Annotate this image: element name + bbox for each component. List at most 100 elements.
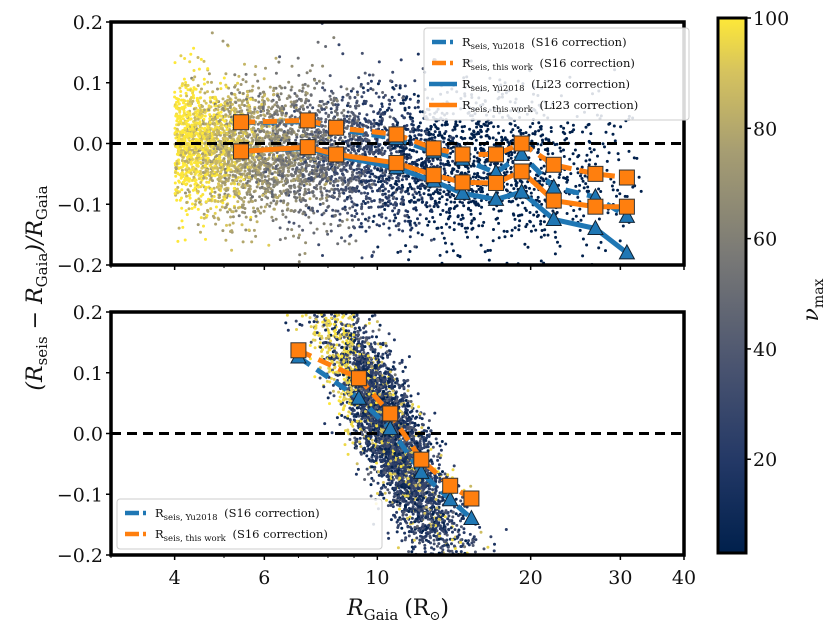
scatter-point	[369, 169, 373, 173]
scatter-point	[297, 73, 301, 77]
scatter-point	[291, 157, 295, 161]
scatter-point	[416, 105, 420, 109]
scatter-point	[516, 126, 520, 130]
scatter-point	[230, 229, 234, 233]
scatter-point	[343, 199, 347, 203]
scatter-point	[258, 106, 262, 110]
scatter-point	[300, 166, 304, 169]
scatter-point	[405, 153, 409, 157]
scatter-point	[474, 200, 478, 204]
scatter-point	[351, 173, 355, 177]
scatter-point	[587, 139, 591, 143]
scatter-point	[290, 153, 293, 157]
scatter-point	[319, 185, 323, 189]
scatter-point	[272, 89, 275, 93]
scatter-point	[441, 209, 445, 212]
scatter-point	[185, 115, 189, 119]
scatter-point	[547, 138, 551, 142]
scatter-point	[240, 139, 244, 143]
scatter-point	[375, 139, 379, 143]
scatter-point	[217, 196, 221, 199]
scatter-point	[344, 146, 348, 150]
scatter-point	[380, 212, 384, 216]
scatter-point	[317, 243, 321, 247]
scatter-point	[394, 182, 398, 186]
scatter-point	[293, 161, 297, 165]
scatter-point	[243, 169, 247, 173]
scatter-point	[278, 109, 282, 113]
scatter-point	[280, 180, 283, 184]
scatter-point	[412, 92, 416, 96]
scatter-point	[213, 199, 217, 203]
scatter-point	[272, 93, 276, 97]
scatter-point	[627, 149, 631, 153]
scatter-point	[268, 131, 272, 135]
scatter-point	[360, 51, 364, 55]
scatter-point	[586, 185, 590, 189]
scatter-point	[199, 194, 203, 198]
scatter-point	[576, 167, 579, 171]
scatter-point	[315, 131, 319, 134]
scatter-point	[240, 185, 244, 189]
scatter-point	[236, 200, 240, 204]
scatter-point	[284, 159, 288, 163]
scatter-point	[262, 209, 266, 213]
scatter-point	[216, 200, 220, 203]
scatter-point	[549, 126, 553, 130]
scatter-point	[360, 95, 364, 99]
scatter-point	[392, 98, 396, 102]
scatter-point	[428, 204, 432, 208]
scatter-point	[236, 139, 240, 143]
scatter-point	[296, 56, 300, 60]
scatter-point	[318, 180, 322, 184]
scatter-point	[202, 224, 205, 228]
scatter-point	[340, 236, 343, 240]
scatter-point	[618, 239, 622, 243]
scatter-point	[256, 110, 260, 114]
scatter-point	[481, 190, 484, 194]
scatter-point	[209, 170, 213, 174]
scatter-point	[381, 198, 385, 202]
scatter-point	[332, 191, 336, 195]
scatter-point	[529, 191, 533, 195]
scatter-point	[419, 137, 423, 141]
scatter-point	[502, 171, 506, 175]
scatter-point	[246, 111, 250, 115]
scatter-point	[274, 71, 278, 75]
scatter-point	[269, 107, 273, 111]
scatter-point	[487, 258, 491, 262]
scatter-point	[394, 203, 398, 207]
scatter-point	[256, 182, 260, 186]
scatter-point	[280, 162, 284, 166]
scatter-point	[471, 226, 475, 230]
scatter-point	[294, 167, 298, 171]
scatter-point	[216, 177, 220, 181]
scatter-point	[357, 170, 361, 174]
scatter-point	[354, 239, 358, 243]
scatter-point	[371, 172, 375, 176]
scatter-point	[581, 179, 585, 183]
scatter-point	[311, 106, 315, 110]
scatter-point	[212, 186, 216, 190]
scatter-point	[333, 165, 337, 169]
scatter-point	[507, 154, 511, 158]
scatter-point	[280, 136, 284, 140]
scatter-point	[546, 233, 550, 237]
scatter-point	[199, 181, 203, 184]
scatter-point	[396, 121, 400, 125]
scatter-point	[237, 192, 241, 196]
scatter-point	[347, 226, 351, 230]
scatter-point	[247, 228, 251, 232]
scatter-point	[267, 243, 271, 247]
scatter-point	[324, 171, 328, 175]
scatter-point	[597, 217, 601, 221]
scatter-point	[184, 151, 188, 155]
scatter-point	[505, 170, 509, 174]
scatter-point	[447, 208, 451, 212]
scatter-point	[254, 214, 258, 218]
scatter-point	[192, 134, 196, 138]
scatter-point	[282, 189, 286, 193]
scatter-point	[418, 187, 422, 191]
scatter-point	[248, 193, 252, 197]
scatter-point	[232, 164, 236, 168]
